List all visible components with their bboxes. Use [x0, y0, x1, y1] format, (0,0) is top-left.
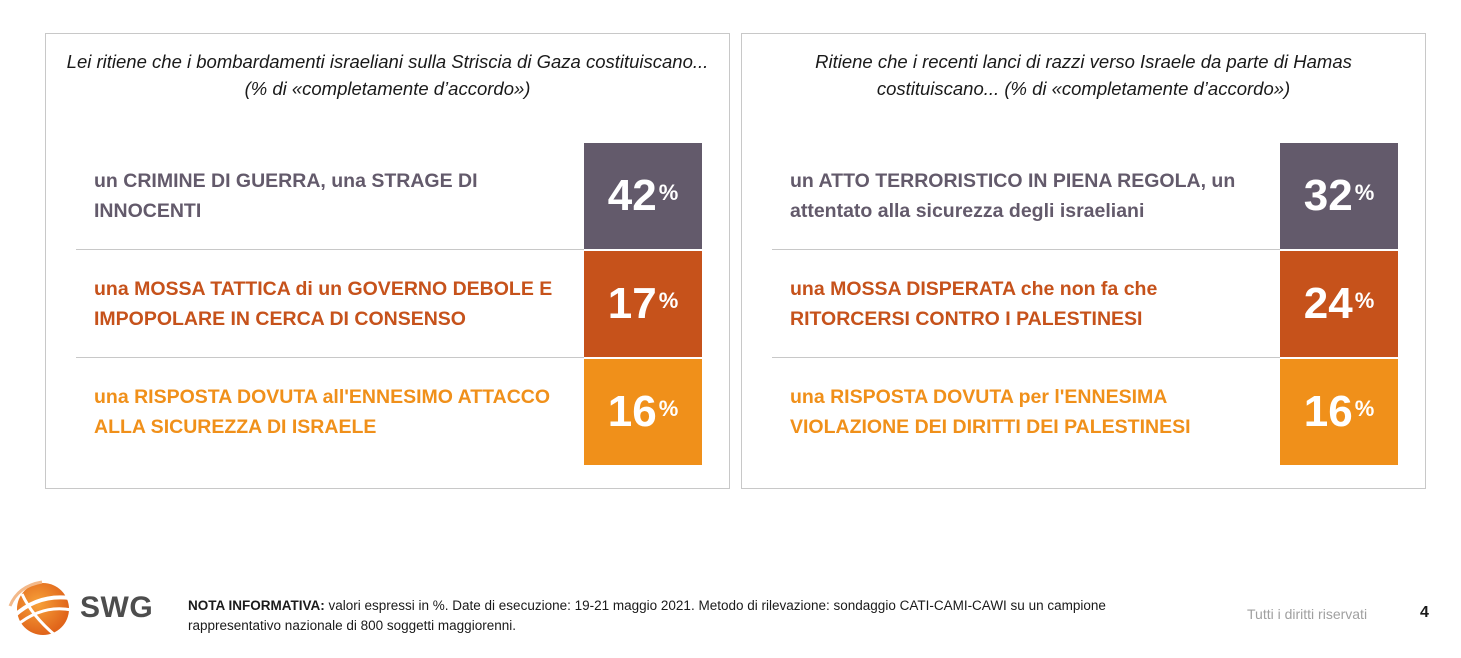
answer-row: una RISPOSTA DOVUTA per l'ENNESIMA VIOLA… — [772, 359, 1398, 465]
answer-row: una MOSSA TATTICA di un GOVERNO DEBOLE E… — [76, 251, 702, 357]
row-divider — [772, 249, 1280, 250]
value-unit: % — [658, 396, 679, 421]
page-number: 4 — [1420, 604, 1429, 621]
answer-label: un ATTO TERRORISTICO IN PIENA REGOLA, un… — [790, 170, 1236, 222]
answer-label: una MOSSA DISPERATA che non fa che RITOR… — [790, 278, 1158, 330]
question-title: Ritiene che i recenti lanci di razzi ver… — [815, 51, 1352, 99]
swg-logo-icon — [8, 580, 73, 638]
value-unit: % — [658, 180, 679, 205]
answer-row: un ATTO TERRORISTICO IN PIENA REGOLA, un… — [772, 143, 1398, 249]
footer-note: NOTA INFORMATIVA: valori espressi in %. … — [188, 596, 1188, 636]
brand-name: SWG — [80, 591, 154, 624]
row-divider — [76, 249, 584, 250]
value-number: 24 — [1303, 279, 1353, 328]
note-text: valori espressi in %. Date di esecuzione… — [188, 598, 1106, 633]
value-number: 17 — [607, 279, 657, 328]
row-divider — [76, 357, 584, 358]
answer-label: una RISPOSTA DOVUTA per l'ENNESIMA VIOLA… — [790, 386, 1191, 438]
value-number: 16 — [607, 387, 657, 436]
panel-gaza-bombings: Lei ritiene che i bombardamenti israelia… — [45, 33, 730, 489]
value-unit: % — [1354, 288, 1375, 313]
panel-hamas-rockets: Ritiene che i recenti lanci di razzi ver… — [741, 33, 1426, 489]
value-box: 16% — [584, 359, 702, 465]
value-box: 32% — [1280, 143, 1398, 249]
value-box: 17% — [584, 251, 702, 357]
answer-row: una RISPOSTA DOVUTA all'ENNESIMO ATTACCO… — [76, 359, 702, 465]
value-box: 16% — [1280, 359, 1398, 465]
answer-row: una MOSSA DISPERATA che non fa che RITOR… — [772, 251, 1398, 357]
value-unit: % — [1354, 396, 1375, 421]
value-unit: % — [658, 288, 679, 313]
answer-label: una RISPOSTA DOVUTA all'ENNESIMO ATTACCO… — [94, 386, 551, 438]
answer-label: un CRIMINE DI GUERRA, una STRAGE DI INNO… — [94, 170, 478, 222]
value-number: 42 — [607, 171, 657, 220]
value-box: 42% — [584, 143, 702, 249]
question-title: Lei ritiene che i bombardamenti israelia… — [66, 51, 709, 99]
value-unit: % — [1354, 180, 1375, 205]
value-number: 16 — [1303, 387, 1353, 436]
row-divider — [772, 357, 1280, 358]
answer-label: una MOSSA TATTICA di un GOVERNO DEBOLE E… — [94, 278, 553, 330]
note-label: NOTA INFORMATIVA: — [188, 598, 325, 613]
value-box: 24% — [1280, 251, 1398, 357]
value-number: 32 — [1303, 171, 1353, 220]
answer-row: un CRIMINE DI GUERRA, una STRAGE DI INNO… — [76, 143, 702, 249]
rights-text: Tutti i diritti riservati — [1247, 606, 1368, 622]
